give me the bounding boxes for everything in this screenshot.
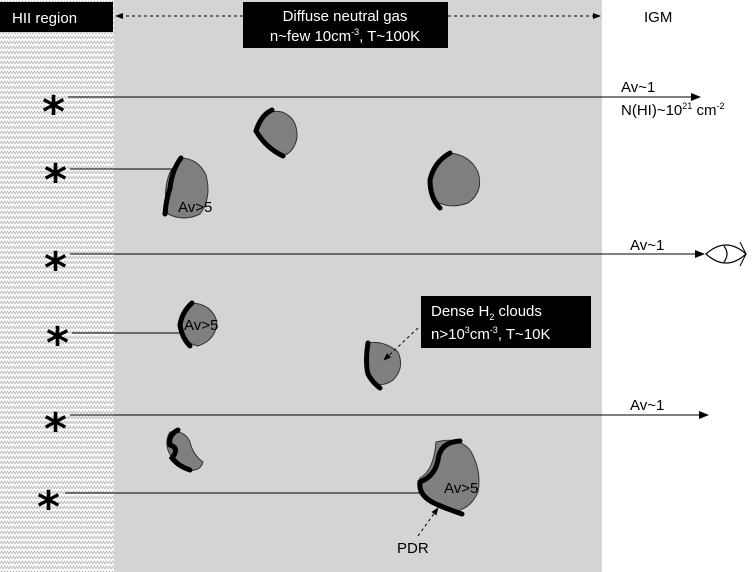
dense-pointer-arrow — [383, 327, 419, 361]
pdr-label: PDR — [397, 540, 429, 557]
dense-cloud — [166, 427, 204, 473]
hii-label-box — [0, 2, 113, 32]
dense-subtitle: n>103cm-3, T~10K — [431, 325, 551, 343]
dense-title: Dense H2 clouds — [431, 303, 542, 322]
dense-cloud — [177, 300, 218, 349]
eye-icon — [705, 241, 747, 267]
star-icon: * — [42, 87, 65, 138]
av5-label-1: Av>5 — [178, 199, 212, 216]
diffuse-title: Diffuse neutral gas — [283, 8, 408, 25]
diffuse-label-box — [243, 2, 448, 48]
av5-label-3: Av>5 — [444, 480, 478, 497]
star-icon: * — [37, 482, 60, 533]
diffuse-neutral-gas-region — [114, 0, 602, 572]
av-label-3: Av~1 — [630, 237, 664, 254]
star-icon: * — [44, 155, 67, 206]
diffuse-subtitle: n~few 10cm-3, T~100K — [270, 27, 420, 45]
star-icon: * — [46, 318, 69, 369]
dense-cloud — [253, 107, 298, 159]
hii-region — [0, 0, 114, 572]
dense-cloud — [162, 155, 209, 219]
star-icon: * — [44, 243, 67, 294]
igm-label: IGM — [644, 9, 672, 26]
star-icon: * — [44, 404, 67, 455]
dense-label-box — [421, 296, 591, 348]
hii-region-bg — [0, 0, 114, 572]
av-label-1: Av~1 — [621, 79, 655, 96]
av-label-5: Av~1 — [630, 397, 664, 414]
dense-cloud-pdr — [417, 438, 480, 517]
av5-label-2: Av>5 — [184, 317, 218, 334]
nhi-label: N(HI)~1021 cm-2 — [621, 101, 724, 119]
dense-cloud — [364, 340, 402, 391]
hii-region-label: HII region — [12, 10, 77, 27]
dense-cloud — [427, 150, 481, 211]
